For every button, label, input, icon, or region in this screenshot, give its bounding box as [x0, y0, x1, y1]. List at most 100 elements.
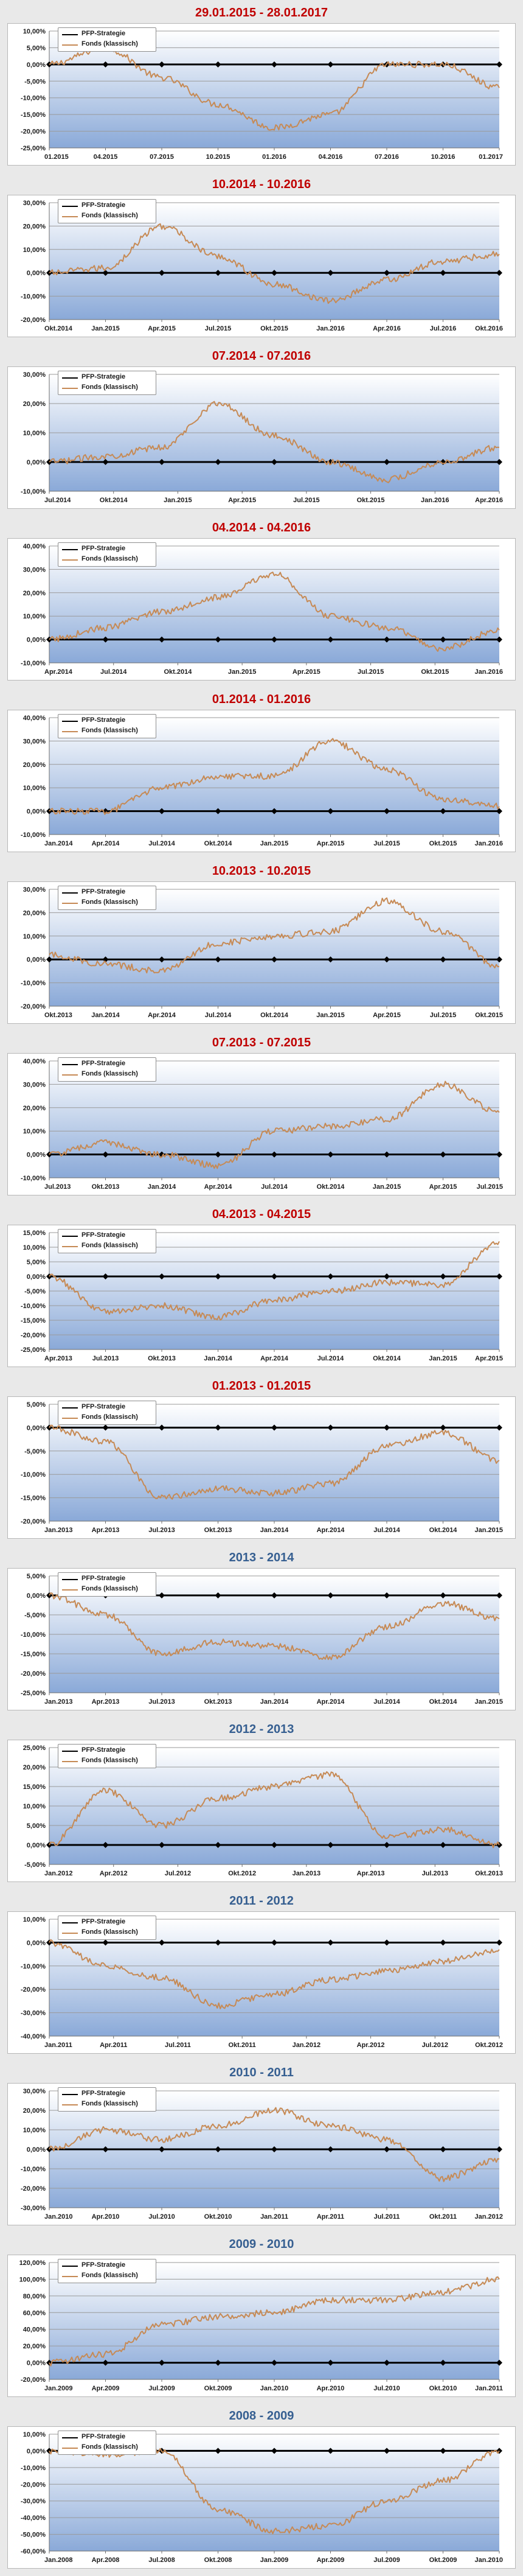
data-point-pfp-strategie: [327, 2146, 334, 2152]
x-tick-label: Apr.2015: [317, 840, 345, 847]
legend-swatch: [62, 1589, 78, 1591]
legend-swatch: [62, 2266, 78, 2267]
x-tick-label: Jan.2014: [260, 1527, 289, 1534]
chart-panel: 2013 - 2014 5,00% 0,00% -5,00% -10,00% -15,00…: [7, 1545, 516, 1717]
x-tick-label: Jul.2008: [148, 2557, 175, 2564]
y-tick-label: 20,00%: [23, 401, 46, 408]
y-tick-label: -10,00%: [21, 1471, 46, 1479]
x-tick-label: Jan.2016: [316, 325, 344, 332]
x-tick-label: Jan.2015: [429, 1355, 457, 1362]
data-point-pfp-strategie: [102, 1842, 109, 1848]
x-tick-label: Jul.2014: [44, 497, 71, 504]
data-point-pfp-strategie: [327, 2448, 334, 2454]
data-point-pfp-strategie: [496, 956, 502, 963]
y-tick-label: -10,00%: [21, 1175, 46, 1182]
y-tick-label: 10,00%: [23, 1916, 46, 1923]
x-tick-label: Jan.2014: [91, 1012, 120, 1019]
y-tick-label: -10,00%: [21, 2465, 46, 2472]
data-point-pfp-strategie: [215, 2448, 221, 2454]
x-tick-label: 10.2015: [206, 153, 230, 161]
y-tick-label: 20,00%: [23, 1105, 46, 1112]
data-point-pfp-strategie: [46, 2359, 52, 2366]
x-tick-label: Jul.2016: [430, 325, 456, 332]
chart-frame: 10,00% 0,00% -10,00% -20,00% -30,00% -40,00% -…: [7, 2426, 516, 2569]
x-tick-label: Okt.2012: [475, 2042, 503, 2049]
chart-frame: 40,00% 30,00% 20,00% 10,00% 0,00% -10,00% Jan.…: [7, 710, 516, 852]
legend-swatch: [62, 1074, 78, 1076]
x-tick-label: 01.2016: [262, 153, 286, 161]
data-point-pfp-strategie: [327, 1151, 334, 1158]
chart-title: 10.2013 - 10.2015: [212, 864, 311, 878]
data-point-pfp-strategie: [384, 636, 390, 643]
data-point-pfp-strategie: [327, 1939, 334, 1946]
x-tick-label: Okt.2011: [229, 2042, 256, 2049]
x-tick-label: Okt.2014: [260, 1012, 289, 1019]
y-tick-label: 20,00%: [23, 761, 46, 769]
legend-label: Fonds (klassisch): [81, 2100, 138, 2107]
y-tick-label: -15,00%: [21, 111, 46, 119]
data-point-pfp-strategie: [215, 808, 221, 814]
y-tick-label: -10,00%: [21, 831, 46, 839]
x-tick-label: Apr.2015: [475, 1355, 503, 1362]
y-tick-label: 10,00%: [23, 785, 46, 792]
x-tick-label: Okt.2013: [92, 1183, 120, 1191]
data-point-pfp-strategie: [159, 1151, 165, 1158]
x-tick-label: Jul.2015: [358, 668, 384, 676]
chart-panel: 07.2014 - 07.2016 30,00% 20,00% 10,00% 0,00%…: [7, 343, 516, 515]
x-tick-label: Apr.2015: [429, 1183, 457, 1191]
data-point-pfp-strategie: [440, 2359, 446, 2366]
x-tick-label: Apr.2012: [100, 1870, 128, 1877]
chart-title: 07.2013 - 07.2015: [212, 1036, 311, 1049]
y-tick-label: 0,00%: [27, 1842, 46, 1849]
y-tick-label: 20,00%: [23, 1764, 46, 1771]
legend-swatch: [62, 1236, 78, 1237]
data-point-pfp-strategie: [271, 270, 277, 276]
legend-label: PFP-Strategie: [81, 545, 126, 552]
x-tick-label: Okt.2008: [204, 2557, 232, 2564]
y-tick-label: 0,00%: [27, 2146, 46, 2154]
legend-label: Fonds (klassisch): [81, 1757, 138, 1764]
x-tick-label: Jan.2012: [475, 2213, 503, 2221]
x-tick-label: Jan.2014: [148, 1183, 176, 1191]
y-tick-label: -5,00%: [24, 1861, 46, 1869]
data-point-pfp-strategie: [215, 2359, 221, 2366]
x-tick-label: 10.2016: [431, 153, 455, 161]
x-tick-label: Okt.2009: [429, 2557, 457, 2564]
x-tick-label: Apr.2013: [92, 1698, 120, 1706]
y-tick-label: -10,00%: [21, 1963, 46, 1970]
series-line-fonds-klassisch: [49, 2276, 500, 2367]
data-point-pfp-strategie: [384, 1273, 390, 1279]
x-tick-label: Okt.2013: [148, 1355, 176, 1362]
data-point-pfp-strategie: [327, 2359, 334, 2366]
chart-frame: 40,00% 30,00% 20,00% 10,00% 0,00% -10,00% Jul.…: [7, 1053, 516, 1195]
data-point-pfp-strategie: [327, 808, 334, 814]
series-line-fonds-klassisch: [49, 738, 500, 815]
data-point-pfp-strategie: [102, 459, 109, 465]
legend-label: PFP-Strategie: [81, 1060, 126, 1067]
data-point-pfp-strategie: [215, 636, 221, 643]
x-tick-label: Jul.2015: [477, 1183, 503, 1191]
data-point-pfp-strategie: [271, 1939, 277, 1946]
data-point-pfp-strategie: [271, 808, 277, 814]
chart-title: 10.2014 - 10.2016: [212, 178, 311, 191]
legend-label: PFP-Strategie: [81, 1231, 126, 1239]
y-tick-label: 10,00%: [23, 933, 46, 940]
legend-label: PFP-Strategie: [81, 2433, 126, 2440]
y-tick-label: -20,00%: [21, 1670, 46, 1678]
x-tick-label: Jul.2014: [373, 1527, 400, 1534]
data-point-pfp-strategie: [440, 636, 446, 643]
y-tick-label: 5,00%: [27, 44, 46, 52]
data-point-pfp-strategie: [215, 1842, 221, 1848]
legend-swatch: [62, 1418, 78, 1419]
x-tick-label: Jan.2015: [475, 1698, 503, 1706]
y-tick-label: 40,00%: [23, 1058, 46, 1065]
chart-panel: 01.2014 - 01.2016 40,00% 30,00% 20,00% 10,00…: [7, 687, 516, 858]
chart-legend: PFP-Strategie Fonds (klassisch): [58, 1229, 156, 1253]
y-tick-label: 0,00%: [27, 1152, 46, 1159]
data-point-pfp-strategie: [384, 2359, 390, 2366]
data-point-pfp-strategie: [384, 2448, 390, 2454]
chart-panel: 01.2013 - 01.2015 5,00% 0,00% -5,00% -10,00%…: [7, 1373, 516, 1545]
y-tick-label: -10,00%: [21, 660, 46, 667]
y-tick-label: -20,00%: [21, 317, 46, 324]
x-tick-label: Jul.2014: [100, 668, 127, 676]
